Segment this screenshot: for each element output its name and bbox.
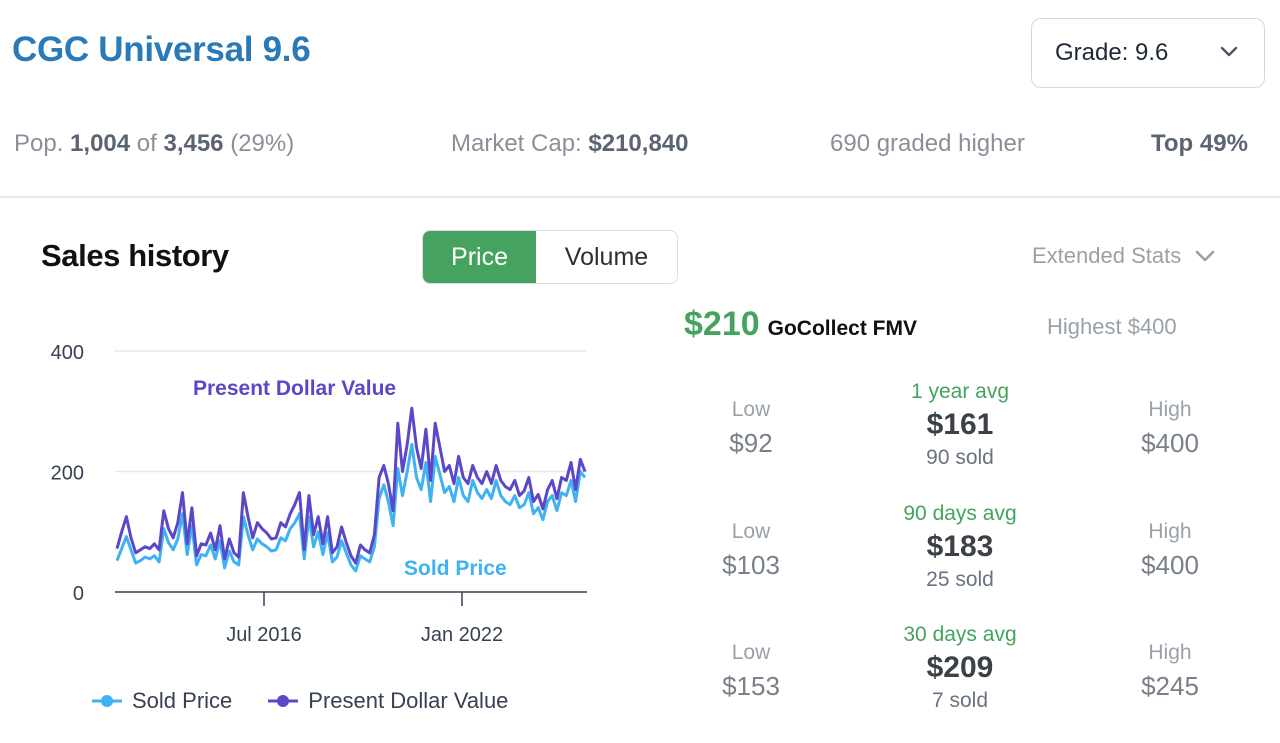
legend-item-sold-price[interactable]: Sold Price [92, 688, 232, 714]
period-label: 30 days avg [903, 623, 1017, 646]
low-label: Low [731, 641, 771, 664]
y-axis-ticks: 0 200 400 [51, 342, 84, 605]
population-stats: Pop. 1,004 of 3,456 (29%) Market Cap: $2… [0, 130, 1280, 162]
top-percentile: Top 49% [1151, 130, 1248, 157]
sales-history-title: Sales history [41, 238, 229, 273]
high-value: $245 [1141, 671, 1199, 701]
period-stats-90-days: Low $103 90 days avg $183 25 sold High $… [680, 502, 1280, 622]
period-sold-count: 90 sold [926, 446, 994, 469]
legend-marker-present-dollar-value [268, 695, 299, 707]
chart-grid [115, 350, 587, 473]
series-line-present-dollar-value [115, 406, 587, 565]
extended-stats-label: Extended Stats [1032, 243, 1182, 268]
sales-chart: 0 200 400 Jul 2016 Jan 2022 Present Dollar … [51, 342, 587, 646]
market-cap: Market Cap: $210,840 [451, 130, 689, 157]
extended-stats-toggle[interactable]: Extended Stats [1032, 243, 1217, 269]
x-tick-label: Jul 2016 [226, 624, 302, 646]
low-label: Low [731, 520, 771, 543]
period-stats-1-year: Low $92 1 year avg $161 90 sold High $40… [680, 380, 1280, 500]
period-stats-30-days: Low $153 30 days avg $209 7 sold High $2… [680, 623, 1280, 743]
high-label: High [1148, 520, 1192, 543]
low-value: $153 [722, 671, 780, 701]
y-tick-label: 0 [73, 583, 84, 605]
chart-series [115, 406, 587, 573]
y-tick-label: 200 [51, 463, 84, 485]
high-label: High [1148, 641, 1192, 664]
page-title: CGC Universal 9.6 [12, 30, 311, 69]
price-tab[interactable]: Price [423, 231, 536, 283]
x-axis: Jul 2016 Jan 2022 [115, 591, 587, 646]
fmv-summary: $210 GoCollect FMV [684, 305, 917, 344]
fmv-label: GoCollect FMV [767, 317, 917, 340]
period-sold-count: 7 sold [931, 689, 989, 712]
grade-select[interactable]: Grade: 9.6 [1031, 18, 1265, 88]
grade-select-value: Grade: 9.6 [1055, 39, 1169, 66]
annotation-present-dollar-value: Present Dollar Value [193, 377, 396, 400]
x-tick-label: Jan 2022 [421, 624, 503, 646]
period-average: $161 [926, 408, 994, 441]
chevron-down-icon [1220, 46, 1238, 57]
high-value: $400 [1141, 428, 1199, 458]
graded-higher: 690 graded higher [830, 130, 1025, 157]
period-sold-count: 25 sold [926, 568, 994, 591]
high-value: $400 [1141, 550, 1199, 580]
period-average: $209 [926, 651, 994, 684]
chart-legend: Sold Price Present Dollar Value [92, 688, 544, 714]
chevron-down-icon [1195, 250, 1215, 262]
y-tick-label: 400 [51, 342, 84, 364]
legend-label: Present Dollar Value [308, 688, 509, 713]
low-label: Low [731, 398, 771, 421]
legend-marker-sold-price [92, 695, 122, 707]
period-label: 1 year avg [910, 380, 1010, 403]
low-value: $103 [722, 550, 780, 580]
high-label: High [1148, 398, 1192, 421]
period-label: 90 days avg [903, 502, 1017, 525]
volume-tab[interactable]: Volume [564, 242, 649, 271]
period-average: $183 [926, 530, 994, 563]
chart-mode-toggle: Price Volume [422, 230, 678, 284]
population-count: Pop. 1,004 of 3,456 (29%) [14, 130, 295, 157]
fmv-price: $210 [684, 305, 760, 343]
legend-label: Sold Price [132, 688, 233, 713]
annotation-sold-price: Sold Price [404, 557, 507, 580]
section-divider [0, 196, 1280, 198]
highest-sale: Highest $400 [1047, 314, 1177, 339]
legend-item-present-dollar-value[interactable]: Present Dollar Value [268, 688, 508, 714]
low-value: $92 [729, 428, 773, 458]
